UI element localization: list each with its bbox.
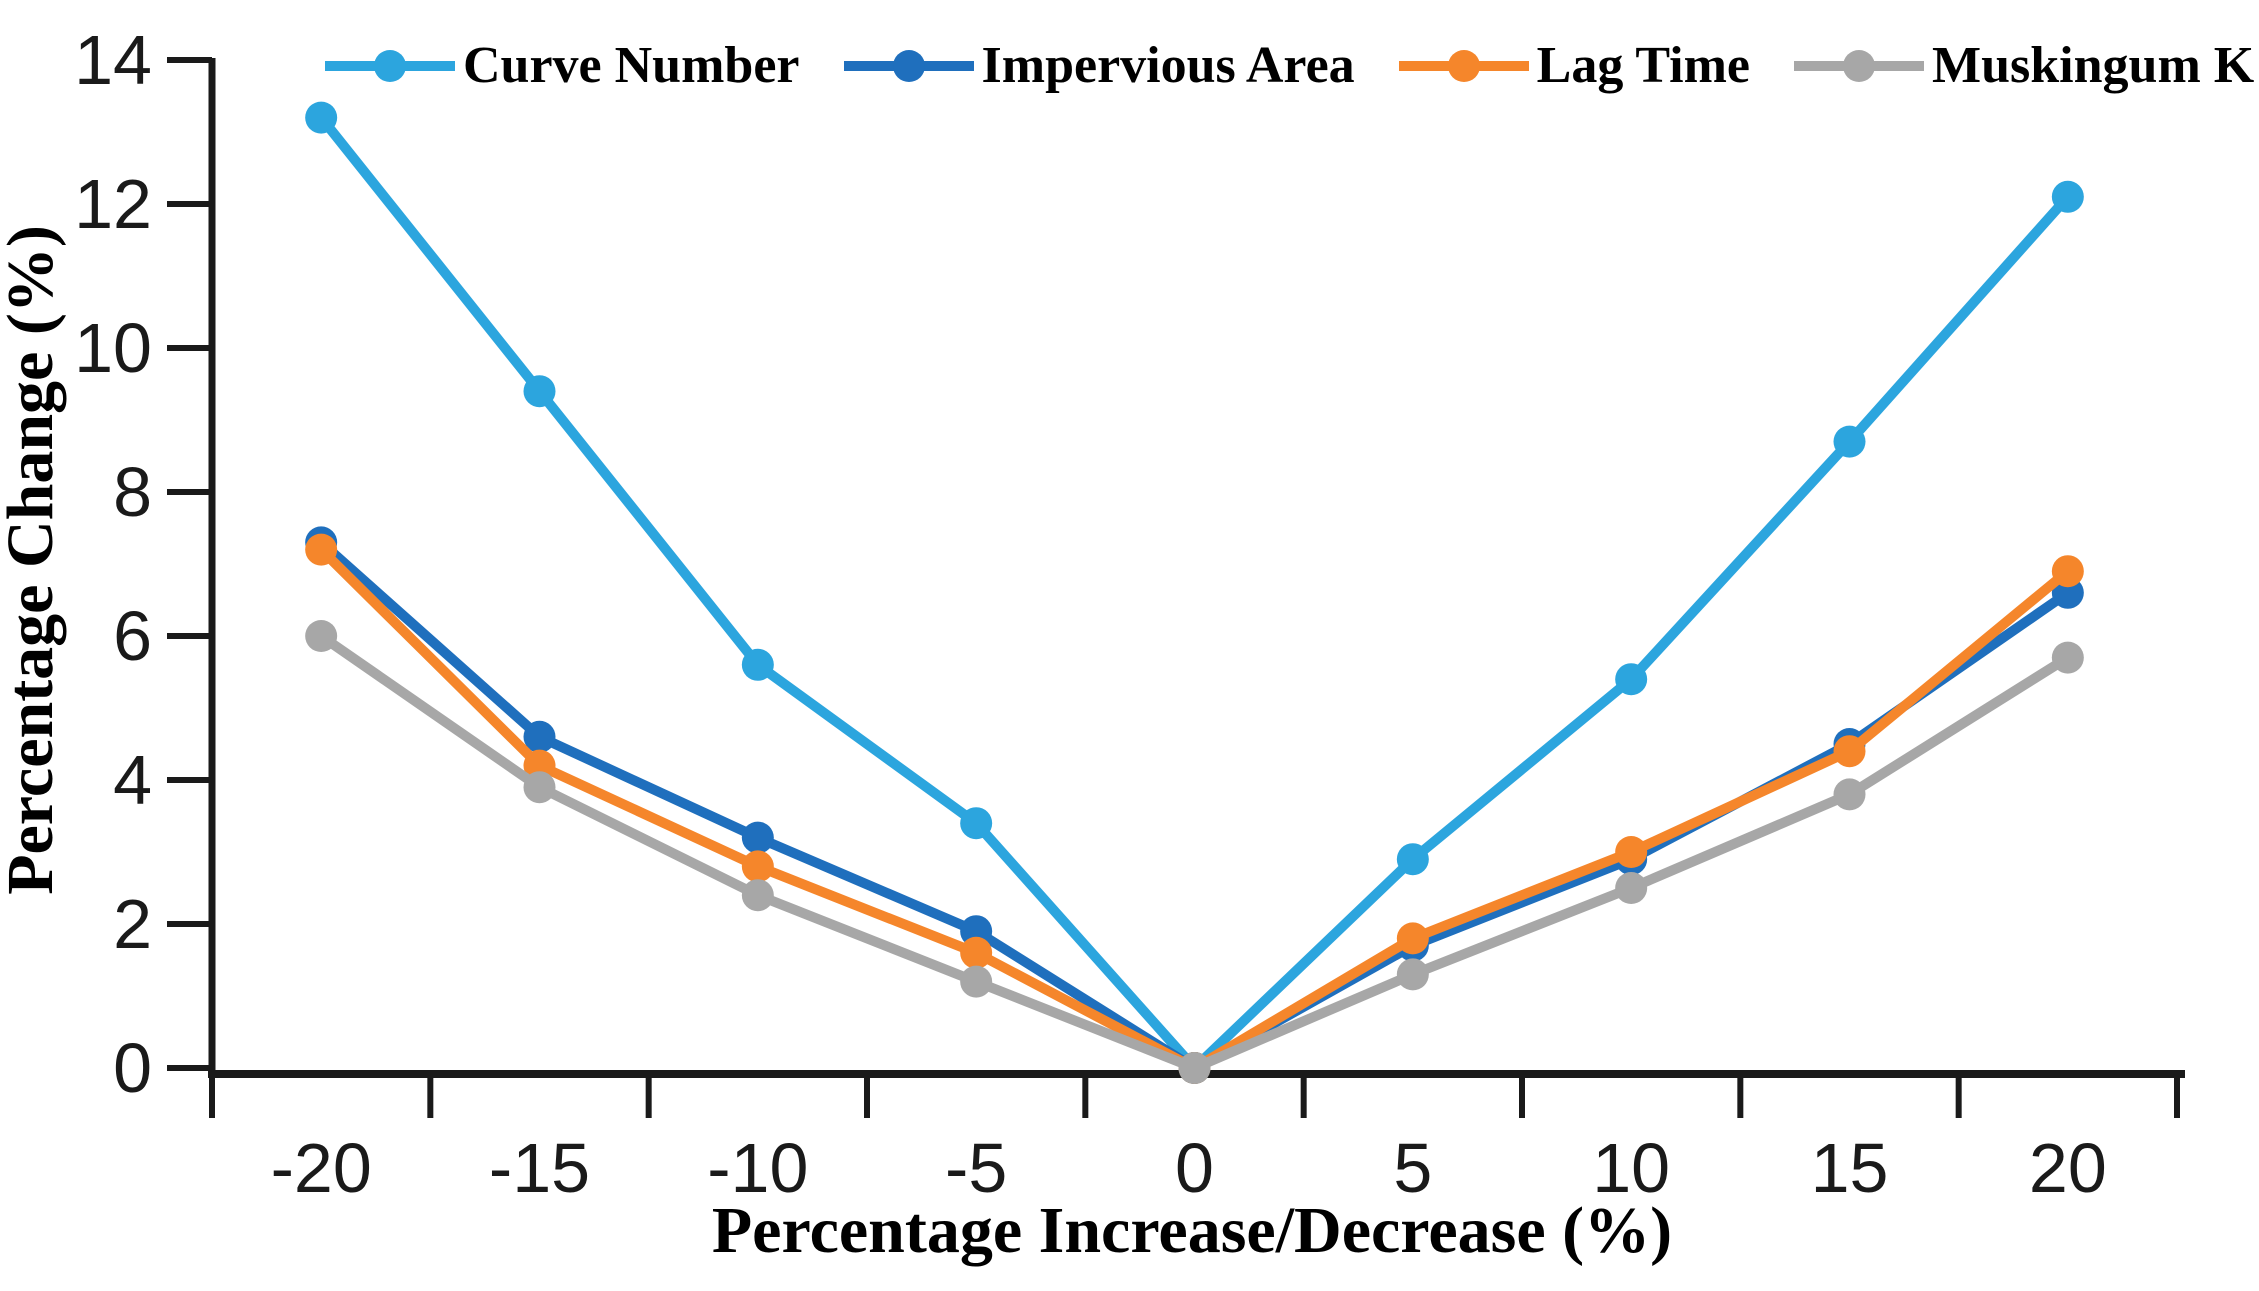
- data-point-muskingum-k: [2051, 641, 2084, 674]
- x-tick-label: -20: [271, 1129, 372, 1207]
- legend-dot: [1447, 49, 1480, 82]
- series-curve-number: [305, 101, 2084, 1084]
- data-point-muskingum-k: [1396, 958, 1429, 991]
- data-point-lag-time: [2051, 555, 2084, 588]
- legend-item-impervious-area: Impervious Area: [843, 36, 1355, 95]
- y-tick-label: 4: [113, 741, 152, 819]
- data-point-curve-number: [1396, 843, 1429, 876]
- legend-marker-icon: [1398, 49, 1529, 82]
- y-tick-label: 8: [113, 453, 152, 531]
- data-point-curve-number: [2051, 180, 2084, 213]
- y-tick-label: 0: [113, 1029, 152, 1107]
- data-point-impervious-area: [741, 821, 774, 854]
- data-point-lag-time: [960, 936, 993, 969]
- legend: Curve Number Impervious Area Lag Time Muski…: [325, 36, 2254, 95]
- x-tick-label: 5: [1393, 1129, 1432, 1207]
- series-line-muskingum-k: [316, 631, 2073, 1073]
- data-point-muskingum-k: [741, 879, 774, 912]
- legend-dot: [892, 49, 925, 82]
- x-tick-label: -10: [707, 1129, 808, 1207]
- x-axis-title: Percentage Increase/Decrease (%): [712, 1194, 1672, 1267]
- series-line-curve-number: [316, 112, 2073, 1073]
- legend-item-curve-number: Curve Number: [325, 36, 800, 95]
- data-point-lag-time: [741, 850, 774, 883]
- legend-dot: [374, 49, 406, 82]
- series-group: [305, 101, 2084, 1084]
- data-point-lag-time: [1833, 735, 1866, 768]
- data-point-impervious-area: [523, 720, 556, 753]
- y-tick-label: 6: [113, 597, 152, 675]
- legend-item-muskingum-k: Muskingum K: [1794, 36, 2254, 95]
- legend-marker-icon: [1794, 49, 1924, 82]
- y-tick-label: 14: [74, 21, 152, 99]
- data-point-curve-number: [305, 101, 338, 134]
- y-tick-label: 10: [74, 309, 152, 387]
- data-point-lag-time: [1615, 836, 1648, 868]
- legend-dot: [1843, 49, 1875, 82]
- data-point-curve-number: [741, 648, 774, 681]
- data-point-muskingum-k: [305, 620, 338, 652]
- axis-labels: Percentage Increase/Decrease (%) Percent…: [0, 225, 1672, 1267]
- data-point-muskingum-k: [523, 771, 556, 804]
- data-point-curve-number: [1833, 425, 1866, 458]
- x-tick-label: 0: [1175, 1129, 1214, 1207]
- legend-marker-icon: [325, 49, 455, 82]
- data-point-curve-number: [523, 375, 556, 408]
- data-point-lag-time: [1396, 922, 1429, 955]
- legend-label: Lag Time: [1536, 37, 1750, 94]
- data-point-muskingum-k: [1615, 872, 1648, 904]
- data-point-curve-number: [960, 807, 993, 840]
- x-tick-label: -15: [489, 1129, 590, 1207]
- legend-item-lag-time: Lag Time: [1398, 36, 1750, 95]
- data-point-muskingum-k: [960, 965, 993, 998]
- y-axis-title: Percentage Change (%): [0, 225, 67, 895]
- x-tick-label: -5: [945, 1129, 1007, 1207]
- y-tick-label: 12: [74, 165, 152, 243]
- axes: 0 2 4 6 8 10 12 14 -20 -15 -10 -5 0 5 10 15 20: [74, 21, 2185, 1207]
- legend-marker-icon: [843, 49, 974, 82]
- data-point-muskingum-k: [1178, 1052, 1211, 1084]
- data-point-muskingum-k: [1833, 778, 1866, 811]
- data-point-curve-number: [1615, 663, 1648, 696]
- x-tick-label: 15: [1811, 1129, 1889, 1207]
- x-tick-label: 20: [2029, 1129, 2107, 1207]
- legend-label: Curve Number: [463, 37, 800, 94]
- data-point-lag-time: [305, 533, 338, 566]
- legend-label: Muskingum K: [1932, 37, 2255, 94]
- series-muskingum-k: [305, 620, 2084, 1084]
- x-tick-label: 10: [1592, 1129, 1670, 1207]
- y-tick-label: 2: [113, 885, 152, 963]
- legend-label: Impervious Area: [981, 37, 1355, 94]
